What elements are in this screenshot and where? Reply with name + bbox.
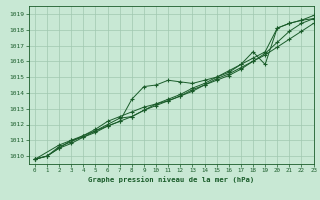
- X-axis label: Graphe pression niveau de la mer (hPa): Graphe pression niveau de la mer (hPa): [88, 176, 254, 183]
